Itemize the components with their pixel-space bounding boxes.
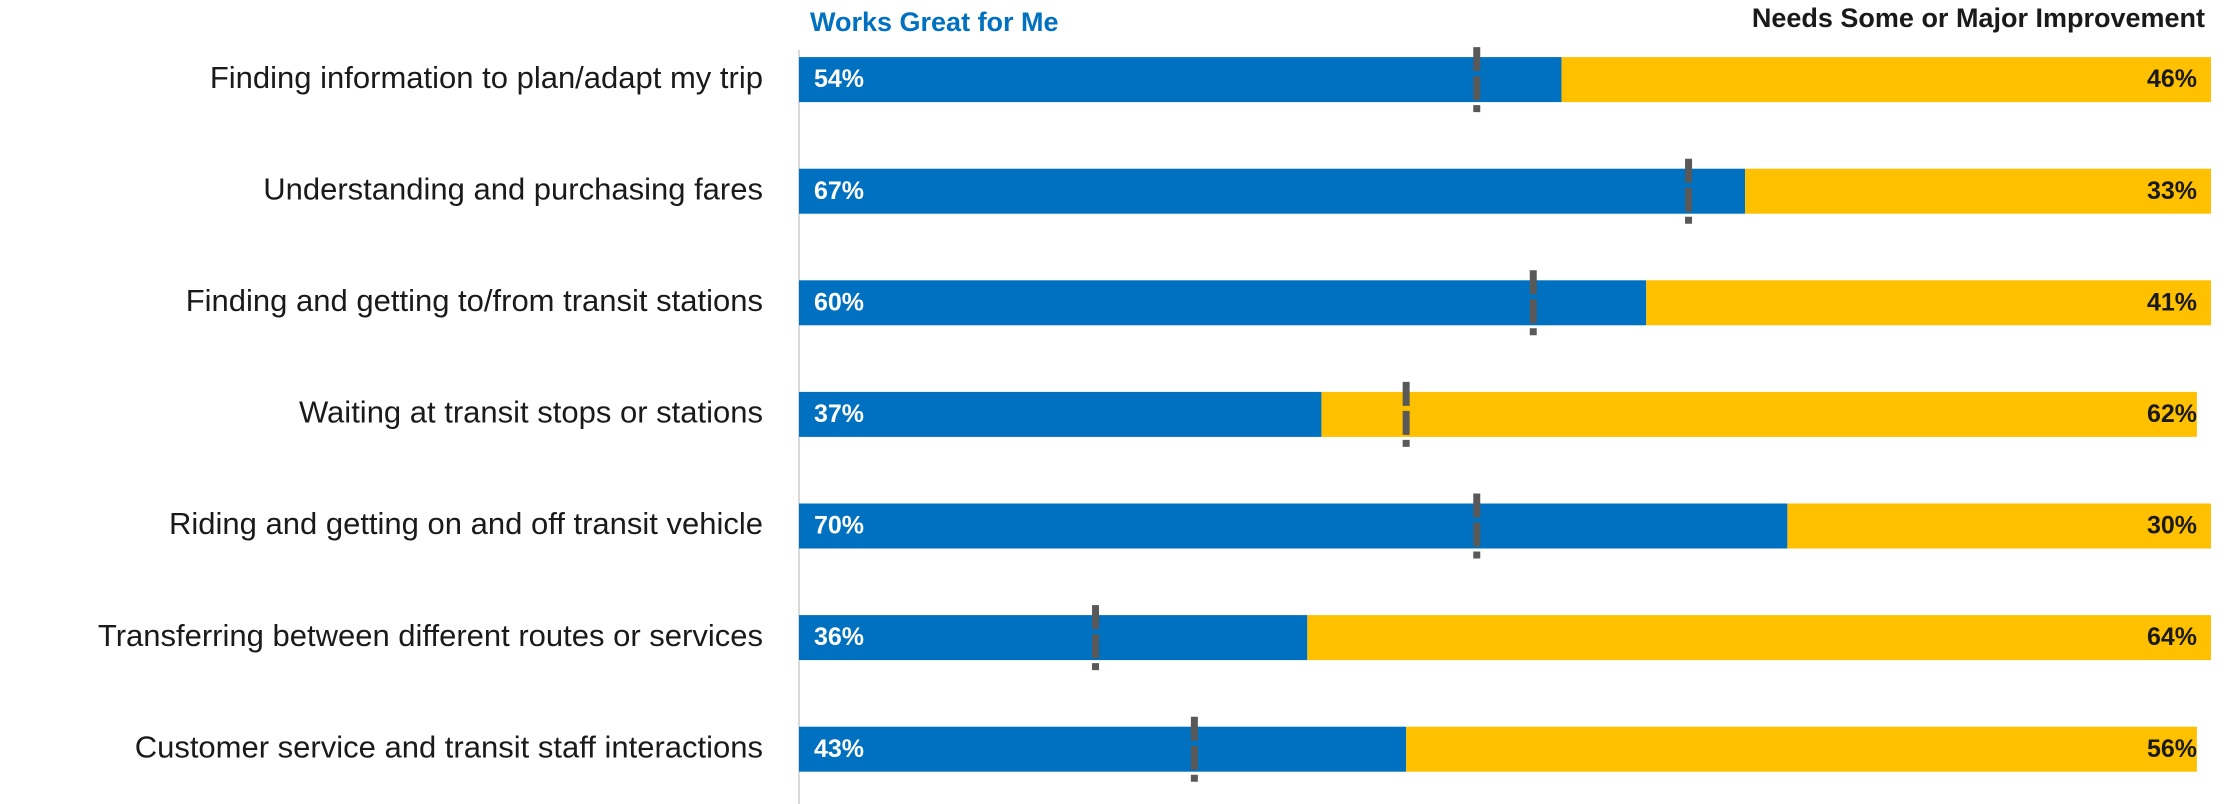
legend-entry: Needs Some or Major Improvement <box>1752 3 2205 33</box>
value-label: 41% <box>2147 288 2197 316</box>
bar-segment <box>1787 503 2211 549</box>
value-label: 67% <box>814 177 864 205</box>
bar-segment <box>799 726 1407 772</box>
value-label: 36% <box>814 623 864 651</box>
bar-segment <box>1321 391 2197 437</box>
value-label: 56% <box>2147 735 2197 763</box>
value-label: 60% <box>814 288 864 316</box>
bar-segment <box>1745 168 2211 214</box>
category-label: Understanding and purchasing fares <box>263 171 763 206</box>
category-label: Finding and getting to/from transit stat… <box>186 283 763 318</box>
bar-segment <box>1646 280 2211 326</box>
value-label: 37% <box>814 400 864 428</box>
bar-segment <box>799 280 1647 326</box>
bar-segment <box>799 391 1322 437</box>
category-label: Finding information to plan/adapt my tri… <box>210 60 763 95</box>
category-label: Transferring between different routes or… <box>98 618 763 653</box>
value-label: 33% <box>2147 177 2197 205</box>
value-label: 62% <box>2147 400 2197 428</box>
value-label: 46% <box>2147 65 2197 93</box>
value-label: 43% <box>814 735 864 763</box>
category-label: Customer service and transit staff inter… <box>135 729 763 764</box>
plot-area <box>799 57 2211 772</box>
bar-segment <box>1561 57 2211 103</box>
value-label: 70% <box>814 512 864 540</box>
value-label: 30% <box>2147 512 2197 540</box>
legend-entry: Works Great for Me <box>810 7 1059 37</box>
value-label: 54% <box>814 65 864 93</box>
bar-segment <box>799 503 1788 549</box>
bar-segment <box>1406 726 2197 772</box>
bar-segment <box>799 168 1746 214</box>
category-label: Riding and getting on and off transit ve… <box>169 506 763 541</box>
bar-segment <box>799 615 1308 661</box>
value-label: 64% <box>2147 623 2197 651</box>
category-label: Waiting at transit stops or stations <box>299 395 763 430</box>
bar-segment <box>1307 615 2211 661</box>
bar-segment <box>799 57 1562 103</box>
